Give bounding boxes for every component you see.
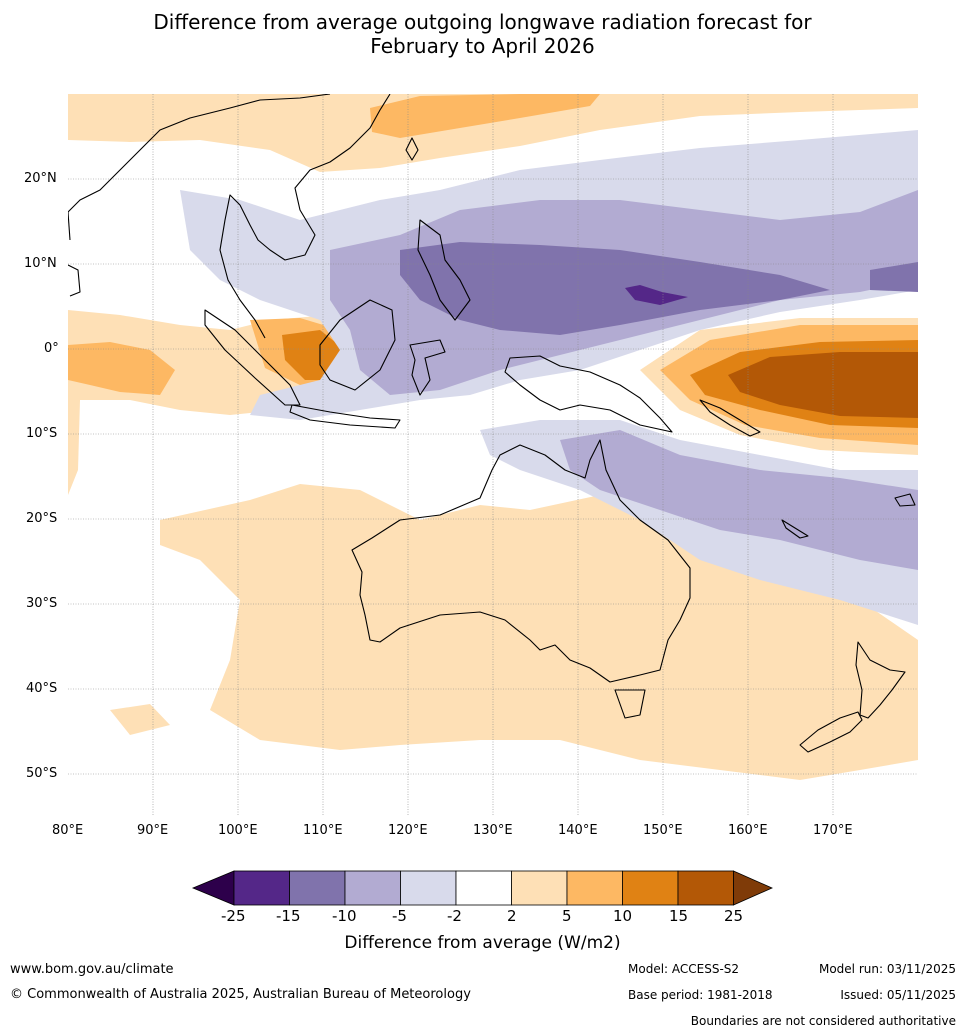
colorbar-tick-label: -10 — [332, 907, 357, 925]
colorbar-tick-label: -5 — [392, 907, 407, 925]
australia-coastline — [351, 439, 691, 683]
new-zealand-north-island-coastline — [855, 641, 906, 719]
colorbar-bin-6 — [511, 870, 568, 906]
lon-label-150e: 150°E — [643, 823, 683, 838]
colorbar-bin-9 — [677, 870, 734, 906]
colorbar-tick-label: -15 — [276, 907, 301, 925]
sri-lanka-coastline — [68, 264, 81, 297]
fiji-coastline — [894, 493, 916, 507]
title-line-1: Difference from average outgoing longwav… — [153, 10, 812, 34]
footer-model: Model: ACCESS-S2 — [628, 962, 740, 976]
lat-label-20n: 20°N — [24, 171, 57, 186]
footer-disclaimer: Boundaries are not considered authoritat… — [690, 1014, 956, 1028]
colorbar — [191, 870, 773, 906]
footer-base-period: Base period: 1981-2018 — [628, 988, 773, 1002]
graticule — [68, 94, 918, 816]
colorbar-tick-label: 25 — [724, 907, 744, 925]
colorbar-tick-label: 15 — [669, 907, 689, 925]
negative-anomaly-core — [400, 242, 830, 335]
title-line-2: February to April 2026 — [370, 34, 595, 58]
lon-label-170e: 170°E — [813, 823, 853, 838]
lat-label-30s: 30°S — [26, 596, 58, 611]
lon-label-110e: 110°E — [303, 823, 343, 838]
colorbar-bin-8 — [622, 870, 679, 906]
coastlines — [68, 94, 916, 753]
asia-mainland-coastline — [68, 94, 391, 339]
colorbar-bin-4 — [400, 870, 457, 906]
negative-anomaly-east-core — [870, 262, 918, 292]
colorbar-tick-label: 5 — [562, 907, 572, 925]
positive-anomaly-north — [68, 94, 918, 172]
anomaly-field — [68, 94, 918, 780]
lon-label-120e: 120°E — [388, 823, 428, 838]
lat-label-10n: 10°N — [24, 256, 57, 271]
colorbar-high-extend — [733, 870, 773, 906]
borneo-coastline — [319, 299, 396, 391]
lat-label-20s: 20°S — [26, 511, 58, 526]
anomaly-5-10-north — [370, 94, 600, 138]
positive-anomaly-south-pacific-patch — [110, 704, 170, 735]
lat-label-10s: 10°S — [26, 426, 58, 441]
colorbar-title: Difference from average (W/m2) — [344, 933, 621, 953]
lon-label-100e: 100°E — [218, 823, 258, 838]
colorbar-low-extend — [191, 870, 235, 906]
java-coastline — [289, 404, 401, 429]
lat-label-0: 0° — [44, 341, 59, 356]
lon-label-80e: 80°E — [52, 823, 84, 838]
footer-url[interactable]: www.bom.gov.au/climate — [10, 962, 174, 977]
colorbar-tick-label: 10 — [613, 907, 633, 925]
tasmania-coastline — [614, 689, 646, 719]
new-zealand-south-island-coastline — [799, 711, 863, 753]
footer-model-run: Model run: 03/11/2025 — [818, 962, 956, 976]
lon-label-160e: 160°E — [728, 823, 768, 838]
colorbar-tick-label: 2 — [507, 907, 517, 925]
lat-label-40s: 40°S — [26, 681, 58, 696]
new-guinea-coastline — [504, 355, 673, 433]
colorbar-bin-2 — [289, 870, 346, 906]
lon-label-140e: 140°E — [558, 823, 598, 838]
colorbar-bin-1 — [233, 870, 290, 906]
positive-anomaly-west-edge — [68, 400, 80, 495]
new-caledonia-coastline — [781, 519, 809, 539]
taiwan-coastline — [405, 137, 419, 161]
chart-title: Difference from average outgoing longwav… — [0, 10, 965, 58]
solomon-islands-coastline — [699, 399, 761, 437]
footer-copyright: © Commonwealth of Australia 2025, Austra… — [10, 987, 471, 1002]
colorbar-tick-label: -2 — [447, 907, 462, 925]
negative-anomaly-strongest — [625, 285, 688, 305]
colorbar-bin-5 — [455, 870, 512, 906]
colorbar-tick-label: -25 — [221, 907, 246, 925]
colorbar-bin-3 — [344, 870, 401, 906]
colorbar-bin-7 — [566, 870, 623, 906]
footer-issued: Issued: 05/11/2025 — [840, 988, 956, 1002]
negative-anomaly-southern-mid — [560, 430, 918, 570]
lat-label-50s: 50°S — [26, 766, 58, 781]
sulawesi-coastline — [409, 339, 446, 396]
philippines-coastline — [417, 219, 471, 321]
positive-anomaly-central-pacific-core — [728, 352, 918, 418]
lon-label-90e: 90°E — [137, 823, 169, 838]
lon-label-130e: 130°E — [473, 823, 513, 838]
india-coastline — [68, 211, 71, 241]
anomaly-5-10-indian — [68, 342, 175, 395]
